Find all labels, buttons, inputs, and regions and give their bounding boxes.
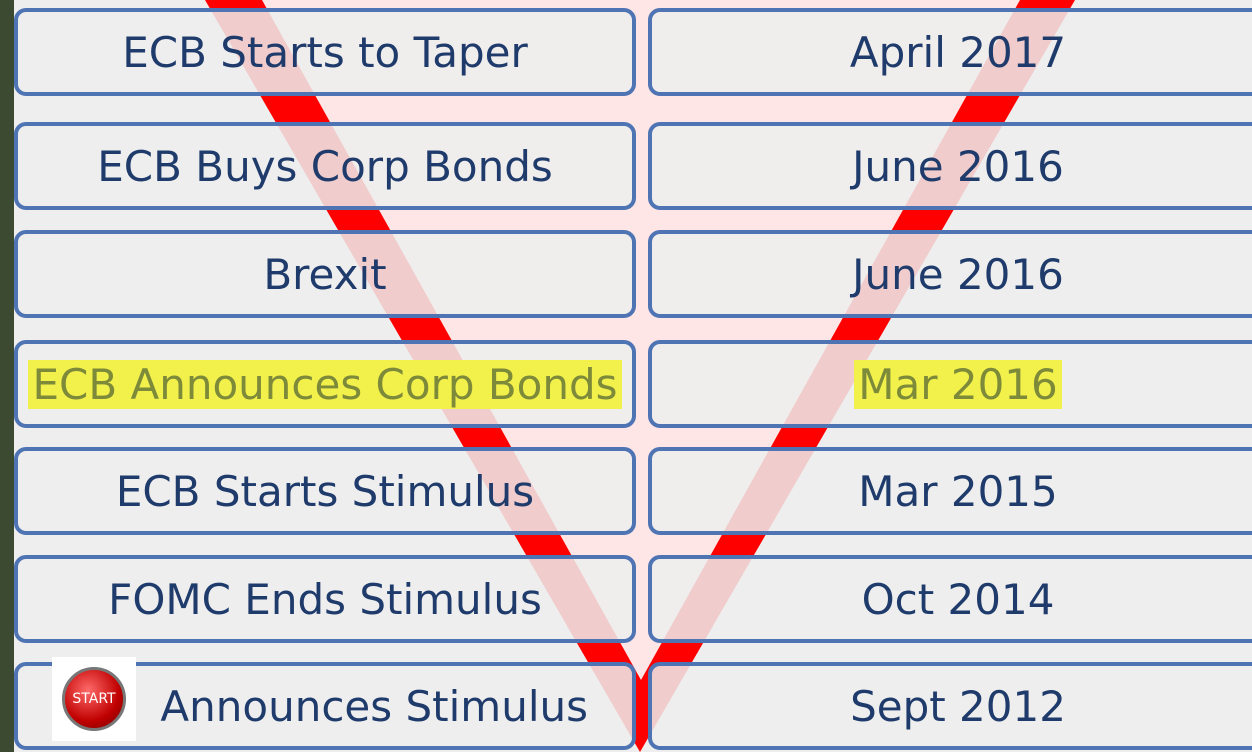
event-text: Announces Stimulus bbox=[160, 681, 588, 731]
start-label[interactable]: START bbox=[72, 691, 116, 707]
date-text: Sept 2012 bbox=[850, 681, 1066, 731]
date-cell: April 2017 bbox=[648, 8, 1252, 96]
event-text: FOMC Ends Stimulus bbox=[108, 574, 542, 624]
event-cell: FOMC Ends Stimulus bbox=[14, 555, 636, 643]
event-text: Brexit bbox=[263, 249, 387, 299]
event-text: ECB Starts Stimulus bbox=[115, 466, 535, 516]
date-text: Mar 2015 bbox=[858, 466, 1058, 516]
start-button[interactable]: START bbox=[52, 657, 136, 741]
date-cell: Sept 2012 bbox=[648, 662, 1252, 750]
date-cell: Mar 2016 bbox=[648, 340, 1252, 428]
date-text: Mar 2016 bbox=[854, 359, 1062, 409]
event-cell: Brexit bbox=[14, 230, 636, 318]
date-text: Oct 2014 bbox=[861, 574, 1055, 624]
event-text: ECB Announces Corp Bonds bbox=[28, 359, 622, 409]
date-text: April 2017 bbox=[849, 27, 1067, 77]
event-cell: ECB Announces Corp Bonds bbox=[14, 340, 636, 428]
date-cell: Oct 2014 bbox=[648, 555, 1252, 643]
date-cell: Mar 2015 bbox=[648, 447, 1252, 535]
event-cell: ECB Starts to Taper bbox=[14, 8, 636, 96]
date-text: June 2016 bbox=[852, 141, 1064, 191]
date-cell: June 2016 bbox=[648, 230, 1252, 318]
event-cell: ECB Starts Stimulus bbox=[14, 447, 636, 535]
event-cell: ECB Buys Corp Bonds bbox=[14, 122, 636, 210]
date-text: June 2016 bbox=[852, 249, 1064, 299]
date-cell: June 2016 bbox=[648, 122, 1252, 210]
start-icon[interactable]: START bbox=[62, 667, 126, 731]
event-text: ECB Starts to Taper bbox=[122, 27, 528, 77]
event-text: ECB Buys Corp Bonds bbox=[97, 141, 553, 191]
